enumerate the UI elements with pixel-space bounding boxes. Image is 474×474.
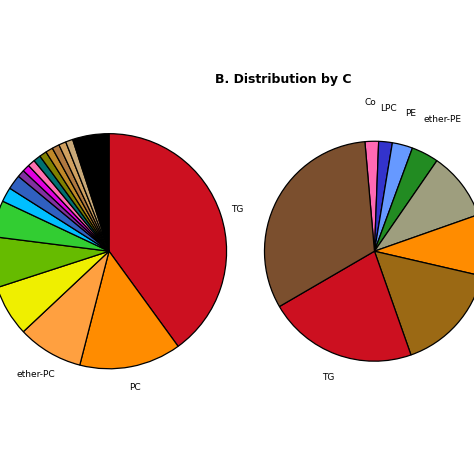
Wedge shape (73, 134, 109, 251)
Wedge shape (34, 156, 109, 251)
Wedge shape (264, 142, 374, 307)
Wedge shape (365, 141, 379, 251)
Wedge shape (374, 161, 474, 251)
Wedge shape (3, 188, 109, 251)
Wedge shape (374, 141, 392, 251)
Wedge shape (109, 134, 227, 346)
Wedge shape (28, 161, 109, 251)
Wedge shape (374, 148, 437, 251)
Wedge shape (59, 142, 109, 251)
Wedge shape (23, 251, 109, 365)
Text: ether-PC: ether-PC (17, 370, 55, 379)
Wedge shape (374, 251, 474, 355)
Wedge shape (66, 139, 109, 251)
Text: PE: PE (405, 109, 417, 118)
Wedge shape (53, 145, 109, 251)
Text: B. Distribution by C: B. Distribution by C (215, 73, 352, 86)
Wedge shape (374, 143, 412, 251)
Wedge shape (46, 148, 109, 251)
Text: PI: PI (473, 338, 474, 347)
Text: ether-PE: ether-PE (424, 115, 462, 124)
Text: PC: PC (129, 383, 141, 392)
Text: Co: Co (365, 98, 377, 107)
Wedge shape (18, 171, 109, 251)
Wedge shape (23, 165, 109, 251)
Wedge shape (80, 251, 178, 369)
Wedge shape (40, 152, 109, 251)
Text: TG: TG (322, 373, 334, 382)
Text: LPC: LPC (381, 104, 397, 113)
Wedge shape (0, 237, 109, 288)
Wedge shape (0, 201, 109, 251)
Wedge shape (374, 215, 474, 276)
Wedge shape (0, 251, 109, 332)
Text: TG: TG (231, 205, 244, 214)
Wedge shape (10, 176, 109, 251)
Wedge shape (279, 251, 411, 361)
